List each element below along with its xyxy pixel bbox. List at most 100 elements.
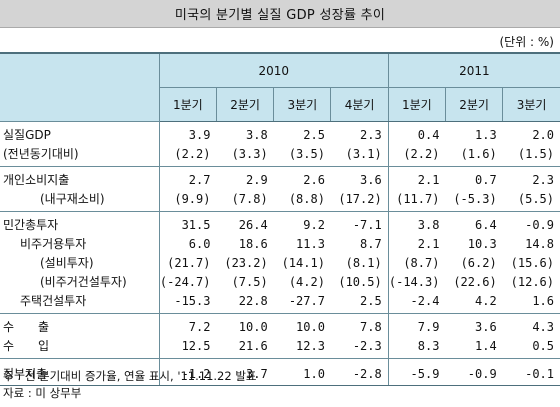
value-cell: -2.8: [330, 358, 389, 386]
quarter-header: 3분기: [502, 87, 560, 122]
value-cell: (-5.3): [445, 189, 503, 212]
value-cell: (14.1): [281, 255, 325, 270]
value-cell: (21.7): [167, 255, 211, 270]
quarter-header: 4분기: [330, 87, 389, 122]
footnote-source: 자료 : 미 상무부: [3, 386, 82, 400]
value-cell: (2.2): [159, 144, 217, 167]
value-cell: -0.9: [445, 358, 503, 386]
value-cell: 3.9: [188, 127, 211, 142]
value-cell: 4.3: [532, 319, 554, 334]
value-cell: 2.3: [360, 127, 382, 142]
value-cell: (12.6): [510, 274, 554, 289]
value-cell: 8.3: [387, 336, 446, 359]
table-row: (설비투자) (21.7) (23.2) (14.1) (8.1) (8.7) (6.2) (…: [0, 253, 560, 272]
year-header-2010: 2010: [158, 52, 389, 88]
value-cell: 7.2: [188, 319, 211, 334]
footnote-note: 주 : 전 분기대비 증가율, 연율 표시, '11.11.22 발표: [3, 369, 257, 383]
row-label: 수 입: [0, 336, 160, 359]
table-row: (전년동기대비) (2.2) (3.3) (3.5) (3.1) (2.2) (1.6) (1…: [0, 144, 560, 167]
value-cell: (8.1): [345, 255, 382, 270]
table-row: 민간총투자 31.5 26.4 9.2 -7.1 3.8 6.4 -0.9: [0, 211, 560, 234]
quarter-header: 1분기: [387, 87, 446, 122]
value-cell: 6.4: [475, 217, 497, 232]
value-cell: 21.6: [216, 336, 274, 359]
table-body: 실질GDP 3.9 3.8 2.5 2.3 0.4 1.3 2.0 (전년동기대비) (2.2)(…: [0, 121, 560, 386]
quarter-header: 3분기: [273, 87, 331, 122]
value-cell: 10.3: [467, 236, 497, 251]
footnotes: 주 : 전 분기대비 증가율, 연율 표시, '11.11.22 발표 자료 :…: [3, 368, 257, 402]
value-cell: 1.0: [273, 358, 331, 386]
value-cell: 8.7: [360, 236, 382, 251]
value-cell: 2.1: [387, 234, 446, 253]
value-cell: 2.6: [303, 172, 325, 187]
value-cell: 0.7: [475, 172, 497, 187]
quarter-header: 2분기: [444, 87, 503, 122]
value-cell: 26.4: [238, 217, 268, 232]
value-cell: (9.9): [159, 189, 217, 212]
row-label: 민간총투자: [0, 211, 160, 234]
value-cell: -2.3: [330, 336, 389, 359]
value-cell: (15.6): [510, 255, 554, 270]
value-cell: 2.7: [188, 172, 211, 187]
value-cell: (7.8): [216, 189, 274, 212]
row-label: 수 출: [0, 313, 160, 336]
row-label: 주택건설투자: [0, 291, 160, 314]
value-cell: 2.5: [303, 127, 325, 142]
value-cell: (-14.3): [387, 272, 446, 291]
value-cell: (4.2): [288, 274, 325, 289]
gdp-growth-table: 2010 2011 1분기 2분기 3분기 4분기 1분기 2분기 3분기 실질…: [0, 52, 560, 386]
year-header-2011: 2011: [387, 52, 560, 88]
value-cell: (8.7): [387, 253, 446, 272]
header-corner: [0, 52, 160, 122]
value-cell: 3.8: [246, 127, 268, 142]
quarter-header: 1분기: [158, 87, 217, 122]
value-cell: (23.2): [224, 255, 268, 270]
table-title: 미국의 분기별 실질 GDP 성장률 추이: [174, 8, 386, 23]
table-row: 주택건설투자 -15.3 22.8 -27.7 2.5 -2.4 4.2 1.6: [0, 291, 560, 314]
row-label: (전년동기대비): [0, 144, 160, 167]
row-label: (설비투자): [0, 253, 160, 272]
table-row: (비주거건설투자) (-24.7) (7.5) (4.2) (10.5) (-14.3) (…: [0, 272, 560, 291]
table-row: (내구재소비) (9.9) (7.8) (8.8) (17.2) (11.7) (-5.3)…: [0, 189, 560, 212]
value-cell: 12.3: [273, 336, 331, 359]
value-cell: (7.5): [231, 274, 268, 289]
unit-label: (단위 : %): [499, 35, 554, 49]
value-cell: -0.9: [525, 217, 554, 232]
table-row: 수 출 7.2 10.0 10.0 7.8 7.9 3.6 4.3: [0, 313, 560, 336]
value-cell: (22.6): [453, 274, 497, 289]
value-cell: 18.6: [238, 236, 268, 251]
row-label: (내구재소비): [0, 189, 160, 212]
quarter-header: 2분기: [215, 87, 274, 122]
value-cell: (3.3): [216, 144, 274, 167]
value-cell: 14.8: [525, 236, 554, 251]
value-cell: 3.7: [216, 358, 274, 386]
table-row: 실질GDP 3.9 3.8 2.5 2.3 0.4 1.3 2.0: [0, 121, 560, 144]
value-cell: -1.2: [159, 358, 217, 386]
value-cell: 2.1: [387, 166, 446, 189]
value-cell: 12.5: [159, 336, 217, 359]
row-label: 개인소비지출: [0, 166, 160, 189]
value-cell: 2.9: [246, 172, 268, 187]
value-cell: 0.4: [387, 121, 446, 144]
value-cell: (2.2): [387, 144, 446, 167]
value-cell: 0.5: [502, 336, 560, 359]
value-cell: 1.3: [475, 127, 497, 142]
table-row: 수 입 12.5 21.6 12.3 -2.3 8.3 1.4 0.5: [0, 336, 560, 359]
value-cell: 3.6: [360, 172, 382, 187]
value-cell: -7.1: [352, 217, 382, 232]
value-cell: -5.9: [387, 358, 446, 386]
row-label: (비주거건설투자): [0, 272, 160, 291]
row-label: 비주거용투자: [0, 234, 160, 253]
row-label: 실질GDP: [0, 121, 160, 144]
value-cell: 7.8: [360, 319, 382, 334]
value-cell: (10.5): [338, 274, 382, 289]
value-cell: 6.0: [188, 236, 211, 251]
value-cell: 10.0: [238, 319, 268, 334]
value-cell: 10.0: [296, 319, 325, 334]
value-cell: (1.6): [445, 144, 503, 167]
value-cell: (17.2): [330, 189, 389, 212]
value-cell: (-24.7): [159, 274, 211, 289]
table-row: 정부지출 -1.2 3.7 1.0 -2.8 -5.9 -0.9 -0.1: [0, 358, 560, 386]
quarter-header-row: 1분기 2분기 3분기 4분기 1분기 2분기 3분기: [0, 87, 560, 122]
value-cell: (5.5): [502, 189, 560, 212]
